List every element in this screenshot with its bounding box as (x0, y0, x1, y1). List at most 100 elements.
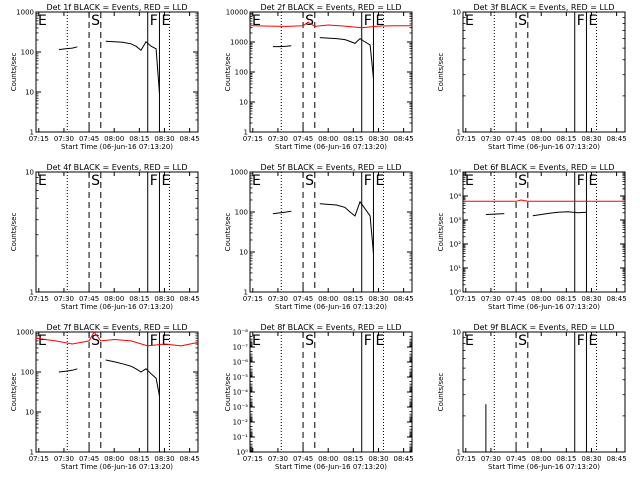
y-tick-label: 10⁻⁵ (233, 374, 249, 382)
marker-label-S: S (518, 13, 527, 29)
x-tick-label: 08:30 (368, 455, 388, 463)
events-series-line (319, 200, 374, 254)
x-tick-label: 08:30 (368, 135, 388, 143)
marker-label-F: F (150, 333, 158, 349)
marker-label-S: S (305, 173, 314, 189)
x-tick-label: 08:15 (129, 455, 149, 463)
x-tick-label: 08:30 (368, 295, 388, 303)
y-tick-label: 100 (21, 49, 34, 57)
events-series-line (105, 359, 160, 397)
x-tick-label: 08:00 (104, 455, 124, 463)
panel-title: Det 2f BLACK = Events, RED = LLD (260, 3, 401, 12)
y-tick-label: 10³ (449, 217, 461, 225)
x-tick-label: 07:15 (29, 455, 49, 463)
events-series-line (272, 210, 292, 215)
y-axis-label: Counts/sec (224, 53, 232, 92)
plot-frame (35, 171, 199, 293)
x-tick-label: 07:45 (506, 135, 526, 143)
y-axis-label: Counts/sec (437, 213, 445, 252)
x-axis-label: Start Time (06-Jun-16 07:13:20) (61, 463, 173, 471)
lld-series-line (35, 331, 199, 347)
y-tick-label: 10 (25, 89, 34, 97)
y-tick-label: 100 (235, 209, 248, 217)
y-tick-label: 1000 (16, 329, 34, 337)
marker-label-E: E (465, 173, 474, 189)
y-tick-label: 10⁻² (233, 419, 249, 427)
panel-title: Det 3f BLACK = Events, RED = LLD (473, 3, 614, 12)
plot-frame (462, 331, 626, 453)
x-tick-label: 08:45 (180, 135, 200, 143)
marker-label-E: E (161, 173, 170, 189)
plot-frame (249, 11, 413, 133)
x-tick-label: 08:45 (180, 295, 200, 303)
y-tick-label: 10⁵ (449, 169, 461, 177)
y-tick-label: 10⁻¹ (233, 434, 249, 442)
y-axis-label: Counts/sec (437, 373, 445, 412)
y-axis-label: Counts/sec (10, 213, 18, 252)
marker-label-E: E (161, 13, 170, 29)
panel-title: Det 6f BLACK = Events, RED = LLD (473, 163, 614, 172)
x-tick-label: 07:45 (293, 295, 313, 303)
lld-series-line (463, 199, 625, 202)
y-tick-label: 10⁻⁶ (233, 359, 249, 367)
x-tick-label: 07:15 (456, 135, 476, 143)
x-tick-label: 08:45 (180, 455, 200, 463)
marker-label-E: E (465, 333, 474, 349)
marker-label-E: E (252, 333, 261, 349)
marker-label-E: E (38, 13, 47, 29)
x-tick-label: 08:00 (318, 455, 338, 463)
x-tick-label: 08:00 (104, 295, 124, 303)
x-tick-label: 08:30 (154, 135, 174, 143)
x-tick-label: 07:15 (456, 455, 476, 463)
x-tick-label: 07:30 (268, 455, 288, 463)
x-tick-label: 08:15 (556, 135, 576, 143)
x-tick-label: 07:15 (243, 295, 263, 303)
events-series-line (58, 46, 78, 51)
x-tick-label: 08:15 (343, 295, 363, 303)
plot-frame (249, 171, 413, 293)
marker-label-E: E (375, 333, 384, 349)
y-tick-label: 10⁻⁸ (233, 329, 249, 337)
y-tick-label: 10¹ (449, 265, 461, 273)
x-tick-label: 08:00 (104, 135, 124, 143)
x-tick-label: 08:30 (581, 455, 601, 463)
y-tick-label: 1 (457, 449, 461, 457)
x-tick-label: 07:45 (506, 295, 526, 303)
x-tick-label: 08:15 (343, 135, 363, 143)
x-tick-label: 08:00 (318, 295, 338, 303)
panel-title: Det 8f BLACK = Events, RED = LLD (260, 323, 401, 332)
plot-frame (462, 171, 626, 293)
x-tick-label: 08:00 (531, 295, 551, 303)
x-tick-label: 08:30 (581, 135, 601, 143)
y-tick-label: 10 (452, 329, 461, 337)
y-axis-label: Counts/sec (10, 373, 18, 412)
plot-frame (249, 331, 413, 453)
marker-label-E: E (465, 13, 474, 29)
panel-title: Det 4f BLACK = Events, RED = LLD (46, 163, 187, 172)
y-tick-label: 1000 (230, 39, 248, 47)
y-tick-label: 10⁰ (449, 289, 461, 297)
x-tick-label: 08:00 (318, 135, 338, 143)
y-tick-label: 10⁻⁴ (233, 389, 249, 397)
panel-title: Det 5f BLACK = Events, RED = LLD (260, 163, 401, 172)
marker-label-S: S (91, 333, 100, 349)
y-tick-label: 100 (235, 69, 248, 77)
marker-label-S: S (91, 13, 100, 29)
marker-label-S: S (518, 333, 527, 349)
y-tick-label: 10⁴ (449, 193, 461, 201)
events-series-line (58, 368, 78, 373)
marker-label-F: F (364, 173, 372, 189)
x-tick-label: 07:30 (481, 295, 501, 303)
x-tick-label: 07:45 (79, 295, 99, 303)
x-tick-label: 08:30 (154, 295, 174, 303)
y-tick-label: 10² (449, 241, 461, 249)
y-axis-label: Counts/sec (10, 53, 18, 92)
y-tick-label: 1 (244, 289, 248, 297)
x-tick-label: 07:30 (54, 295, 74, 303)
y-tick-label: 10 (239, 249, 248, 257)
marker-label-F: F (364, 13, 372, 29)
y-tick-label: 1 (30, 129, 34, 137)
y-tick-label: 10 (452, 9, 461, 17)
